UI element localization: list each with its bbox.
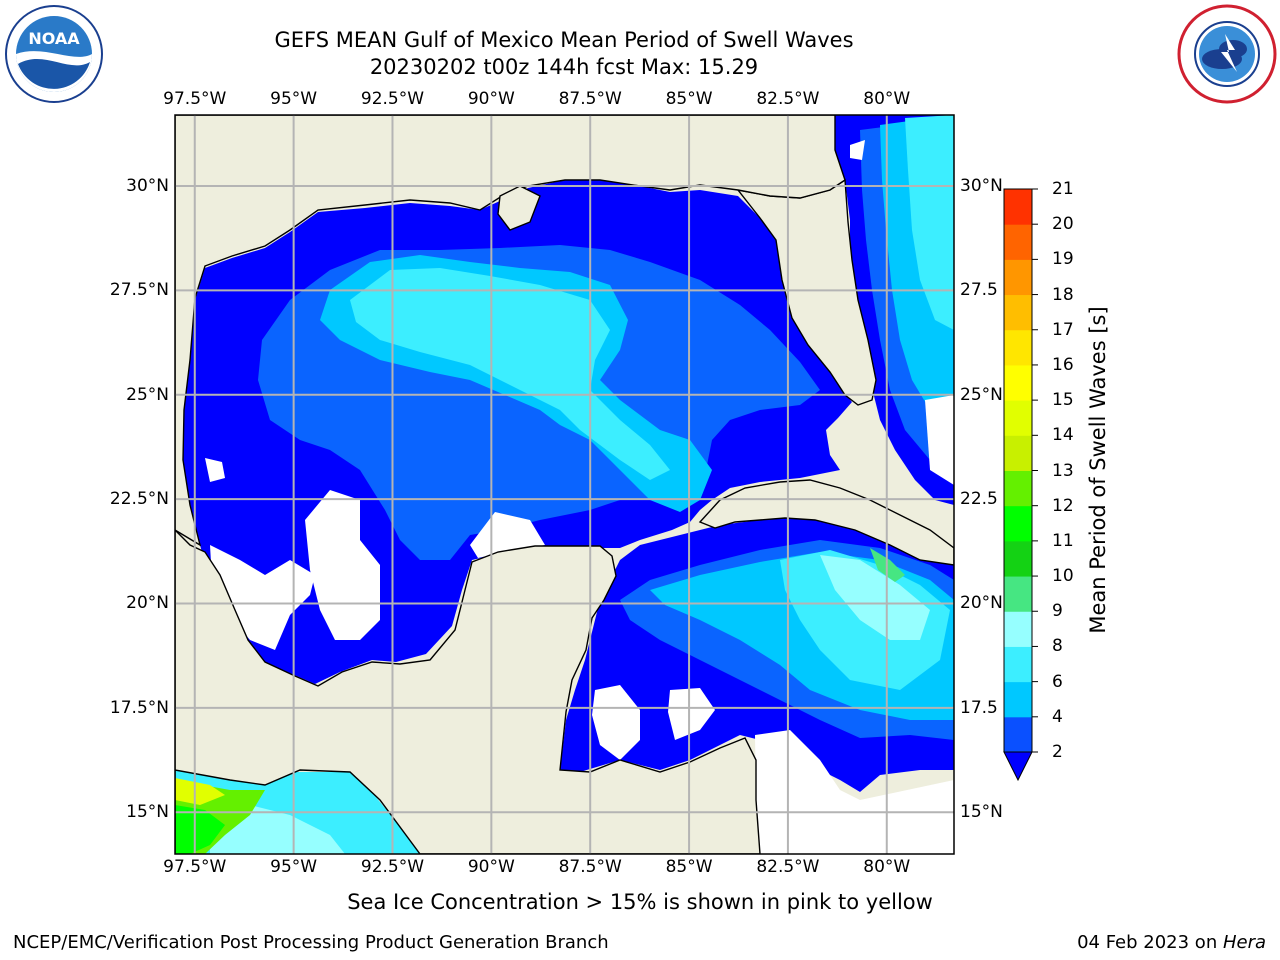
lat-tick-label-right: 20°N (960, 593, 1003, 614)
colorbar-tick-label: 17 (1052, 319, 1074, 340)
colorbar-segment (1004, 400, 1032, 436)
lon-tick-label-top: 87.5°W (558, 89, 622, 109)
colorbar-segment (1004, 540, 1032, 577)
colorbar-segment (1004, 505, 1032, 542)
lat-tick-label-left: 25°N (126, 384, 169, 405)
lat-tick-label-right: 25°N (960, 384, 1003, 405)
lon-tick-label-top: 97.5°W (163, 89, 227, 109)
colorbar-tick-label: 14 (1052, 425, 1074, 446)
footer-host: Hera (1222, 932, 1266, 953)
caribbean-swell-8-9s (820, 555, 930, 640)
colorbar-tick-label: 6 (1052, 671, 1063, 692)
colorbar-tick-label: 9 (1052, 601, 1063, 622)
colorbar-tick-label: 21 (1052, 179, 1074, 199)
colorbar-title: Mean Period of Swell Waves [s] (1086, 306, 1110, 634)
colorbar-tick-label: 18 (1052, 284, 1074, 305)
pacific-swell-13-14s (175, 778, 225, 805)
lon-tick-label-top: 85°W (665, 89, 713, 109)
colorbar-tick-label: 20 (1052, 214, 1074, 235)
lat-tick-label-right: 30°N (960, 175, 1003, 196)
colorbar-tick-label: 13 (1052, 460, 1074, 481)
colorbar-segment (1004, 189, 1032, 225)
colorbar-tick-label: 16 (1052, 354, 1074, 375)
lat-tick-label-left: 30°N (126, 175, 169, 196)
colorbar-segment (1004, 224, 1032, 260)
land-north (175, 115, 846, 547)
colorbar-tick-label: 2 (1052, 742, 1063, 762)
colorbar-segment (1004, 470, 1032, 507)
lon-tick-label-bottom: 97.5°W (163, 857, 227, 877)
colorbar-segment (1004, 435, 1032, 471)
lat-tick-label-left: 17.5°N (109, 697, 169, 718)
sea-ice-caption: Sea Ice Concentration > 15% is shown in … (347, 890, 933, 914)
nws-logo (1177, 4, 1277, 104)
colorbar-tick-label: 8 (1052, 636, 1063, 657)
lon-tick-label-top: 95°W (270, 89, 318, 109)
colorbar-tick-label: 10 (1052, 566, 1074, 587)
colorbar-segment (1004, 576, 1032, 612)
colorbar-segment (1004, 681, 1032, 718)
lon-tick-label-bottom: 82.5°W (756, 857, 820, 877)
colorbar-under-triangle (1003, 751, 1033, 782)
lon-tick-label-top: 80°W (863, 89, 911, 109)
lon-tick-label-top: 90°W (467, 89, 515, 109)
colorbar-tick-label: 15 (1052, 390, 1074, 411)
lat-tick-label-right: 27.5 (960, 280, 998, 301)
lon-tick-label-top: 82.5°W (756, 89, 820, 109)
noaa-logo-text: NOAA (28, 29, 80, 48)
colorbar-segment (1004, 259, 1032, 296)
map-frame (174, 114, 955, 855)
lon-tick-label-bottom: 87.5°W (558, 857, 622, 877)
atlantic-swell-6-8s (905, 115, 954, 330)
lon-tick-label-bottom: 92.5°W (360, 857, 425, 877)
graticule (175, 115, 954, 854)
colorbar-segment (1004, 329, 1032, 366)
lon-tick-label-bottom: 95°W (270, 857, 318, 877)
lat-tick-label-right: 15°N (960, 802, 1003, 823)
land-cuba (698, 479, 954, 566)
colorbar-segment (1004, 646, 1032, 683)
colorbar-segment (1004, 611, 1032, 647)
colorbar-segment (1004, 294, 1032, 331)
footer-credit: NCEP/EMC/Verification Post Processing Pr… (13, 932, 609, 953)
noaa-logo: NOAA (5, 5, 103, 103)
land-yucatan (175, 529, 761, 854)
lon-tick-label-bottom: 80°W (863, 857, 911, 877)
land-masses (175, 115, 954, 854)
colorbar-tick-label: 12 (1052, 495, 1074, 516)
pacific-swell-11s (175, 805, 225, 854)
colorbar-tick-label: 19 (1052, 249, 1074, 270)
lon-tick-label-bottom: 90°W (467, 857, 515, 877)
lat-tick-label-right: 17.5 (960, 697, 998, 718)
lat-tick-label-left: 22.5°N (109, 489, 169, 510)
lat-tick-label-left: 27.5°N (109, 280, 169, 301)
chart-title: GEFS MEAN Gulf of Mexico Mean Period of … (274, 28, 854, 52)
colorbar-segment (1004, 364, 1032, 401)
colorbar-tick-label: 11 (1052, 530, 1074, 551)
lon-tick-label-bottom: 85°W (665, 857, 713, 877)
colorbar (1004, 188, 1038, 753)
lat-tick-label-left: 20°N (126, 593, 169, 614)
footer-date-text: 04 Feb 2023 on (1077, 932, 1223, 953)
colorbar-tick-label: 4 (1052, 706, 1063, 727)
chart-subtitle: 20230202 t00z 144h fcst Max: 15.29 (369, 55, 759, 79)
lat-tick-label-left: 15°N (126, 802, 169, 823)
footer-date: 04 Feb 2023 on Hera (1077, 932, 1266, 953)
lon-tick-label-top: 92.5°W (360, 89, 425, 109)
lat-tick-label-right: 22.5 (960, 489, 998, 510)
colorbar-segment (1004, 716, 1032, 753)
